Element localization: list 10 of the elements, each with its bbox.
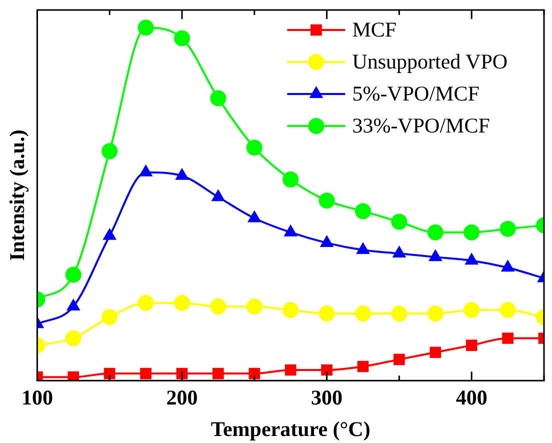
- legend-label: 33%-VPO/MCF: [352, 114, 490, 138]
- legend-label: MCF: [352, 18, 397, 42]
- legend-label: Unsupported VPO: [352, 50, 508, 74]
- x-tick-label: 100: [21, 386, 53, 410]
- x-tick-label: 400: [456, 386, 488, 410]
- x-tick-label: 300: [311, 386, 343, 410]
- x-tick-label: 200: [166, 386, 198, 410]
- legend-label: 5%-VPO/MCF: [352, 82, 480, 106]
- y-axis-title: Intensity (a.u.): [5, 130, 30, 261]
- x-axis-title: Temperature (°C): [210, 416, 370, 441]
